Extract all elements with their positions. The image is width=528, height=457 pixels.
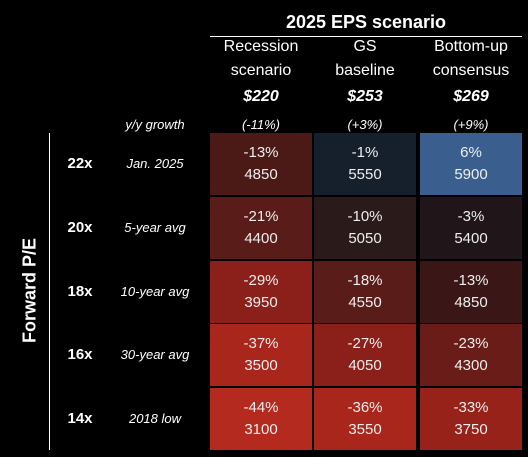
column-name: Recession bbox=[223, 38, 299, 55]
cell-level: 5050 bbox=[348, 230, 382, 247]
cell-level: 4850 bbox=[244, 166, 278, 183]
axis-rule bbox=[49, 133, 50, 450]
cell-change: -1% bbox=[351, 144, 379, 161]
column-eps: $269 bbox=[453, 88, 489, 105]
column-name: GS bbox=[353, 38, 377, 55]
row-multiple: 22x bbox=[67, 155, 93, 172]
column-name: baseline bbox=[335, 62, 395, 79]
row-label: 10-year avg bbox=[120, 284, 190, 299]
row-multiple: 18x bbox=[67, 283, 93, 300]
cell: -18% 4550 bbox=[314, 261, 416, 323]
cell: -37% 3500 bbox=[210, 324, 312, 386]
cell-change: -37% bbox=[243, 335, 279, 352]
column-growth: (-11%) bbox=[241, 117, 281, 132]
cell-level: 5900 bbox=[454, 166, 488, 183]
cell-change: -10% bbox=[347, 208, 383, 225]
cell: -29% 3950 bbox=[210, 261, 312, 323]
column-eps: $220 bbox=[243, 88, 279, 105]
row-label: 5-year avg bbox=[124, 220, 186, 235]
cell-level: 3550 bbox=[348, 421, 382, 438]
column-growth: (+3%) bbox=[347, 117, 383, 132]
cell-level: 4850 bbox=[454, 294, 488, 311]
title: 2025 EPS scenario bbox=[285, 12, 447, 32]
row-label: 30-year avg bbox=[120, 347, 190, 362]
column-growth: (+9%) bbox=[453, 117, 489, 132]
cell-change: -23% bbox=[453, 335, 489, 352]
column-name: Bottom-up bbox=[434, 38, 508, 55]
row-multiple: 14x bbox=[67, 410, 93, 427]
cell-change: -44% bbox=[243, 399, 279, 416]
cell-change: -33% bbox=[453, 399, 489, 416]
cell: -36% 3550 bbox=[314, 388, 416, 450]
cell: -23% 4300 bbox=[420, 324, 522, 386]
cell: -10% 5050 bbox=[314, 197, 416, 259]
cell-change: -13% bbox=[453, 272, 489, 289]
cell-change: -13% bbox=[243, 144, 279, 161]
growth-label: y/y growth bbox=[125, 117, 185, 132]
cell-change: -18% bbox=[347, 272, 383, 289]
cell-change: -27% bbox=[347, 335, 383, 352]
cell-level: 5550 bbox=[348, 166, 382, 183]
cell-change: -29% bbox=[243, 272, 279, 289]
row-axis-label: Forward P/E bbox=[19, 237, 40, 344]
row-multiple: 16x bbox=[67, 346, 93, 363]
cell-level: 4550 bbox=[348, 294, 382, 311]
cell-level: 4300 bbox=[454, 357, 488, 374]
cell: -1% 5550 bbox=[314, 133, 416, 195]
cell: -27% 4050 bbox=[314, 324, 416, 386]
cell: -33% 3750 bbox=[420, 388, 522, 450]
cell: -21% 4400 bbox=[210, 197, 312, 259]
cell-level: 3950 bbox=[244, 294, 278, 311]
title-rule bbox=[210, 36, 522, 37]
cell-change: -21% bbox=[243, 208, 279, 225]
cell-level: 4400 bbox=[244, 230, 278, 247]
row-multiple: 20x bbox=[67, 219, 93, 236]
row-label: Jan. 2025 bbox=[126, 156, 184, 171]
cell-level: 3750 bbox=[454, 421, 488, 438]
column-name: scenario bbox=[230, 62, 292, 79]
cell-change: -3% bbox=[457, 208, 485, 225]
cell-level: 3500 bbox=[244, 357, 278, 374]
cell: 6% 5900 bbox=[420, 133, 522, 195]
cell-level: 4050 bbox=[348, 357, 382, 374]
column-name: consensus bbox=[432, 62, 510, 79]
row-label: 2018 low bbox=[128, 411, 182, 426]
cell-level: 3100 bbox=[244, 421, 278, 438]
cell: -13% 4850 bbox=[420, 261, 522, 323]
column-eps: $253 bbox=[347, 88, 383, 105]
cell: -3% 5400 bbox=[420, 197, 522, 259]
cell: -13% 4850 bbox=[210, 133, 312, 195]
cell-change: 6% bbox=[460, 144, 482, 161]
cell-level: 5400 bbox=[454, 230, 488, 247]
cell: -44% 3100 bbox=[210, 388, 312, 450]
cell-change: -36% bbox=[347, 399, 383, 416]
